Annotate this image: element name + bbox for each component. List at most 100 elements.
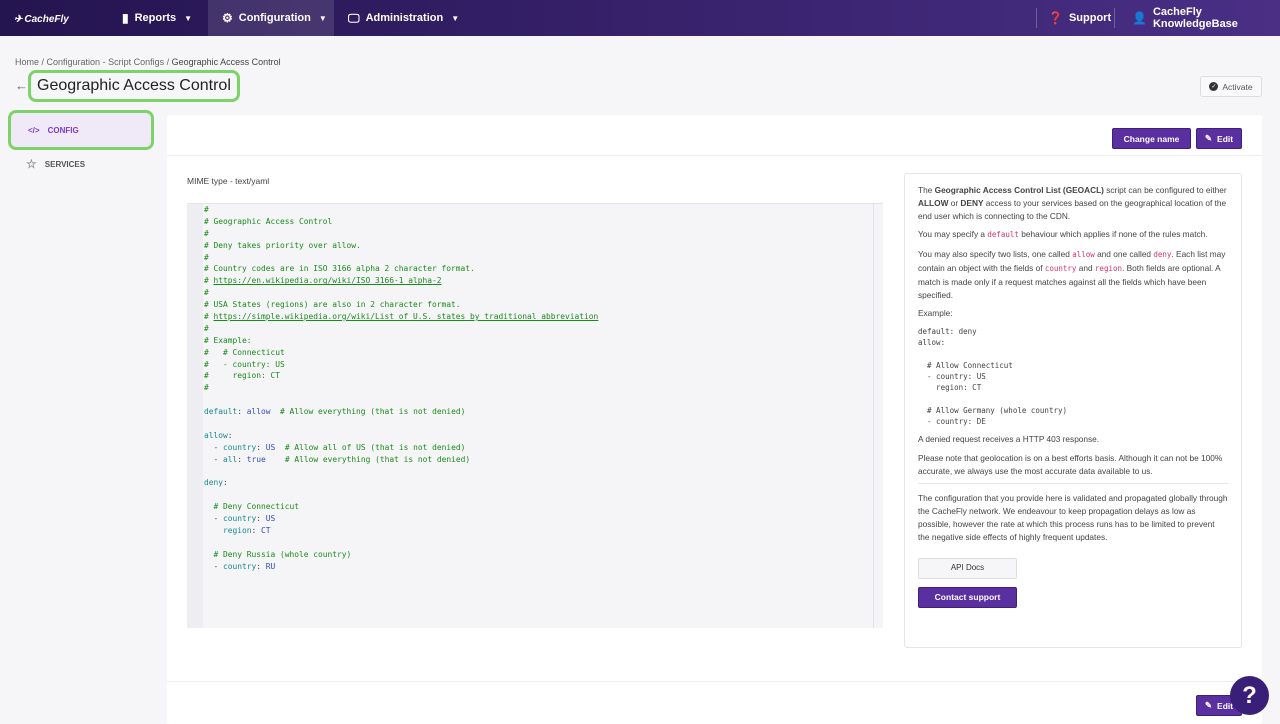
breadcrumb-current: Geographic Access Control [171,57,281,67]
help-circle-icon: ❓ [1048,11,1063,25]
code-token: # Country codes are in ISO 3166 alpha 2 … [204,264,475,274]
code-editor[interactable]: # # Geographic Access Control # # Deny take… [187,203,883,628]
code-line [204,466,598,478]
code-token: : [256,442,266,452]
info-403: A denied request receives a HTTP 403 res… [918,434,1100,444]
code-token: # [204,228,209,238]
star-icon: ☆ [26,157,37,171]
chevron-down-icon: ▼ [184,13,193,23]
code-token: # [204,312,214,322]
code-line: - all: true # Allow everything (that is … [204,454,598,466]
info-intro: The Geographic Access Control List (GEOA… [918,185,1227,221]
info-geolocation-note: Please note that geolocation is on a bes… [918,452,1223,476]
code-token: # # Connecticut [204,347,285,357]
code-line: # Deny Russia (whole country) [204,549,598,561]
nav-account[interactable]: 👤 CacheFly KnowledgeBase [1132,6,1238,30]
code-token: # Allow everything (that is not denied) [265,454,471,464]
code-token: # [204,252,209,262]
code-line [204,418,598,430]
change-name-button[interactable]: Change name [1112,128,1191,149]
card-header: Change name ✎ Edit [167,115,1262,156]
sidebar-item-services[interactable]: ☆ SERVICES [26,157,86,171]
page-title: Geographic Access Control [37,77,231,94]
code-token: country [223,561,257,571]
info-lists: You may also specify two lists, one call… [918,249,1226,300]
nav-divider [1114,8,1115,28]
code-token: # - country: US [204,359,285,369]
sidebar-item-config[interactable]: </> CONFIG [8,110,154,150]
config-card: Change name ✎ Edit MIME type - text/yaml … [167,115,1262,724]
code-line: # [204,382,598,394]
code-token: # [204,383,209,393]
code-token: # Deny Russia (whole country) [204,549,352,559]
check-circle-icon: ✓ [1209,82,1219,91]
code-line: # Deny Connecticut [204,501,598,513]
code-token: # [204,205,209,214]
edit-button[interactable]: ✎ Edit [1196,128,1242,149]
code-token: # [204,288,209,298]
code-link[interactable]: https://simple.wikipedia.org/wiki/List_o… [213,312,599,322]
code-token: # Geographic Access Control [204,216,333,226]
code-token: US [265,442,276,452]
help-panel: The Geographic Access Control List (GEOA… [904,173,1242,648]
breadcrumb: Home / Configuration - Script Configs / … [15,57,281,67]
breadcrumb-home[interactable]: Home [15,57,40,67]
api-docs-button[interactable]: API Docs [918,557,1017,579]
code-line: # https://en.wikipedia.org/wiki/ISO_3166… [204,275,598,287]
code-line: # https://simple.wikipedia.org/wiki/List… [204,311,598,323]
code-line: - country: US [204,513,598,525]
code-token: allow [246,407,271,417]
code-line [204,394,598,406]
gear-icon: ⚙ [222,11,233,25]
code-line: region: CT [204,525,598,537]
info-divider [918,483,1228,485]
code-token: CT [261,526,271,536]
pencil-icon: ✎ [1204,133,1213,143]
code-line: # [204,204,598,216]
code-line [204,537,598,549]
nav-administration[interactable]: 🖵 Administration ▼ [348,10,460,25]
code-token: : [227,430,233,440]
code-token: : [223,478,228,488]
code-line: deny: [204,477,598,489]
code-token: # [204,323,209,333]
code-token: - [204,454,224,464]
back-arrow-icon[interactable]: ← [15,78,28,93]
nav-configuration[interactable]: ⚙ Configuration ▼ [208,0,334,36]
editor-scrollbar[interactable] [873,204,883,628]
code-token: # Allow everything (that is not denied) [270,407,466,417]
nav-support[interactable]: ❓ Support [1048,11,1112,25]
cachefly-logo[interactable]: ✈ CacheFly [14,13,69,25]
code-token: country [223,514,257,524]
bar-chart-icon: ▮ [122,11,129,25]
info-example-label: Example: [918,308,953,319]
code-line: # [204,287,598,299]
code-line: default: allow # Allow everything (that … [204,406,598,418]
code-line: # USA States (regions) are also in 2 cha… [204,299,598,311]
code-token: - [204,561,224,571]
code-line: # Geographic Access Control [204,216,598,228]
nav-reports[interactable]: ▮ Reports ▼ [122,11,193,25]
code-token: RU [265,561,276,571]
code-line: # # Connecticut [204,347,598,359]
info-propagation: The configuration that you provide here … [918,493,1228,542]
code-line: # - country: US [204,359,598,371]
contact-support-button[interactable]: Contact support [918,586,1017,608]
code-token: : [237,407,247,417]
code-token: # [204,276,214,286]
code-icon: </> [28,125,40,135]
code-line: # Deny takes priority over allow. [204,240,598,252]
mime-type: MIME type - text/yaml [187,176,270,186]
card-footer: ✎ Edit [167,681,1262,716]
code-line: allow: [204,430,598,442]
activate-button[interactable]: ✓ Activate [1200,76,1262,97]
code-token: # region: CT [204,371,281,381]
info-example-code: default: deny allow: # Allow Connecticut… [918,327,1068,426]
code-token: all [223,454,238,464]
help-chat-button[interactable]: ? [1230,676,1269,715]
code-link[interactable]: https://en.wikipedia.org/wiki/ISO_3166-1… [213,276,442,286]
breadcrumb-section[interactable]: Configuration - Script Configs [46,57,165,67]
pencil-icon: ✎ [1204,700,1213,710]
page-title-highlight: Geographic Access Control [28,70,240,102]
top-nav: ✈ CacheFly ▮ Reports ▼ ⚙ Configuration ▼ 🖵 Adm… [0,0,1280,36]
